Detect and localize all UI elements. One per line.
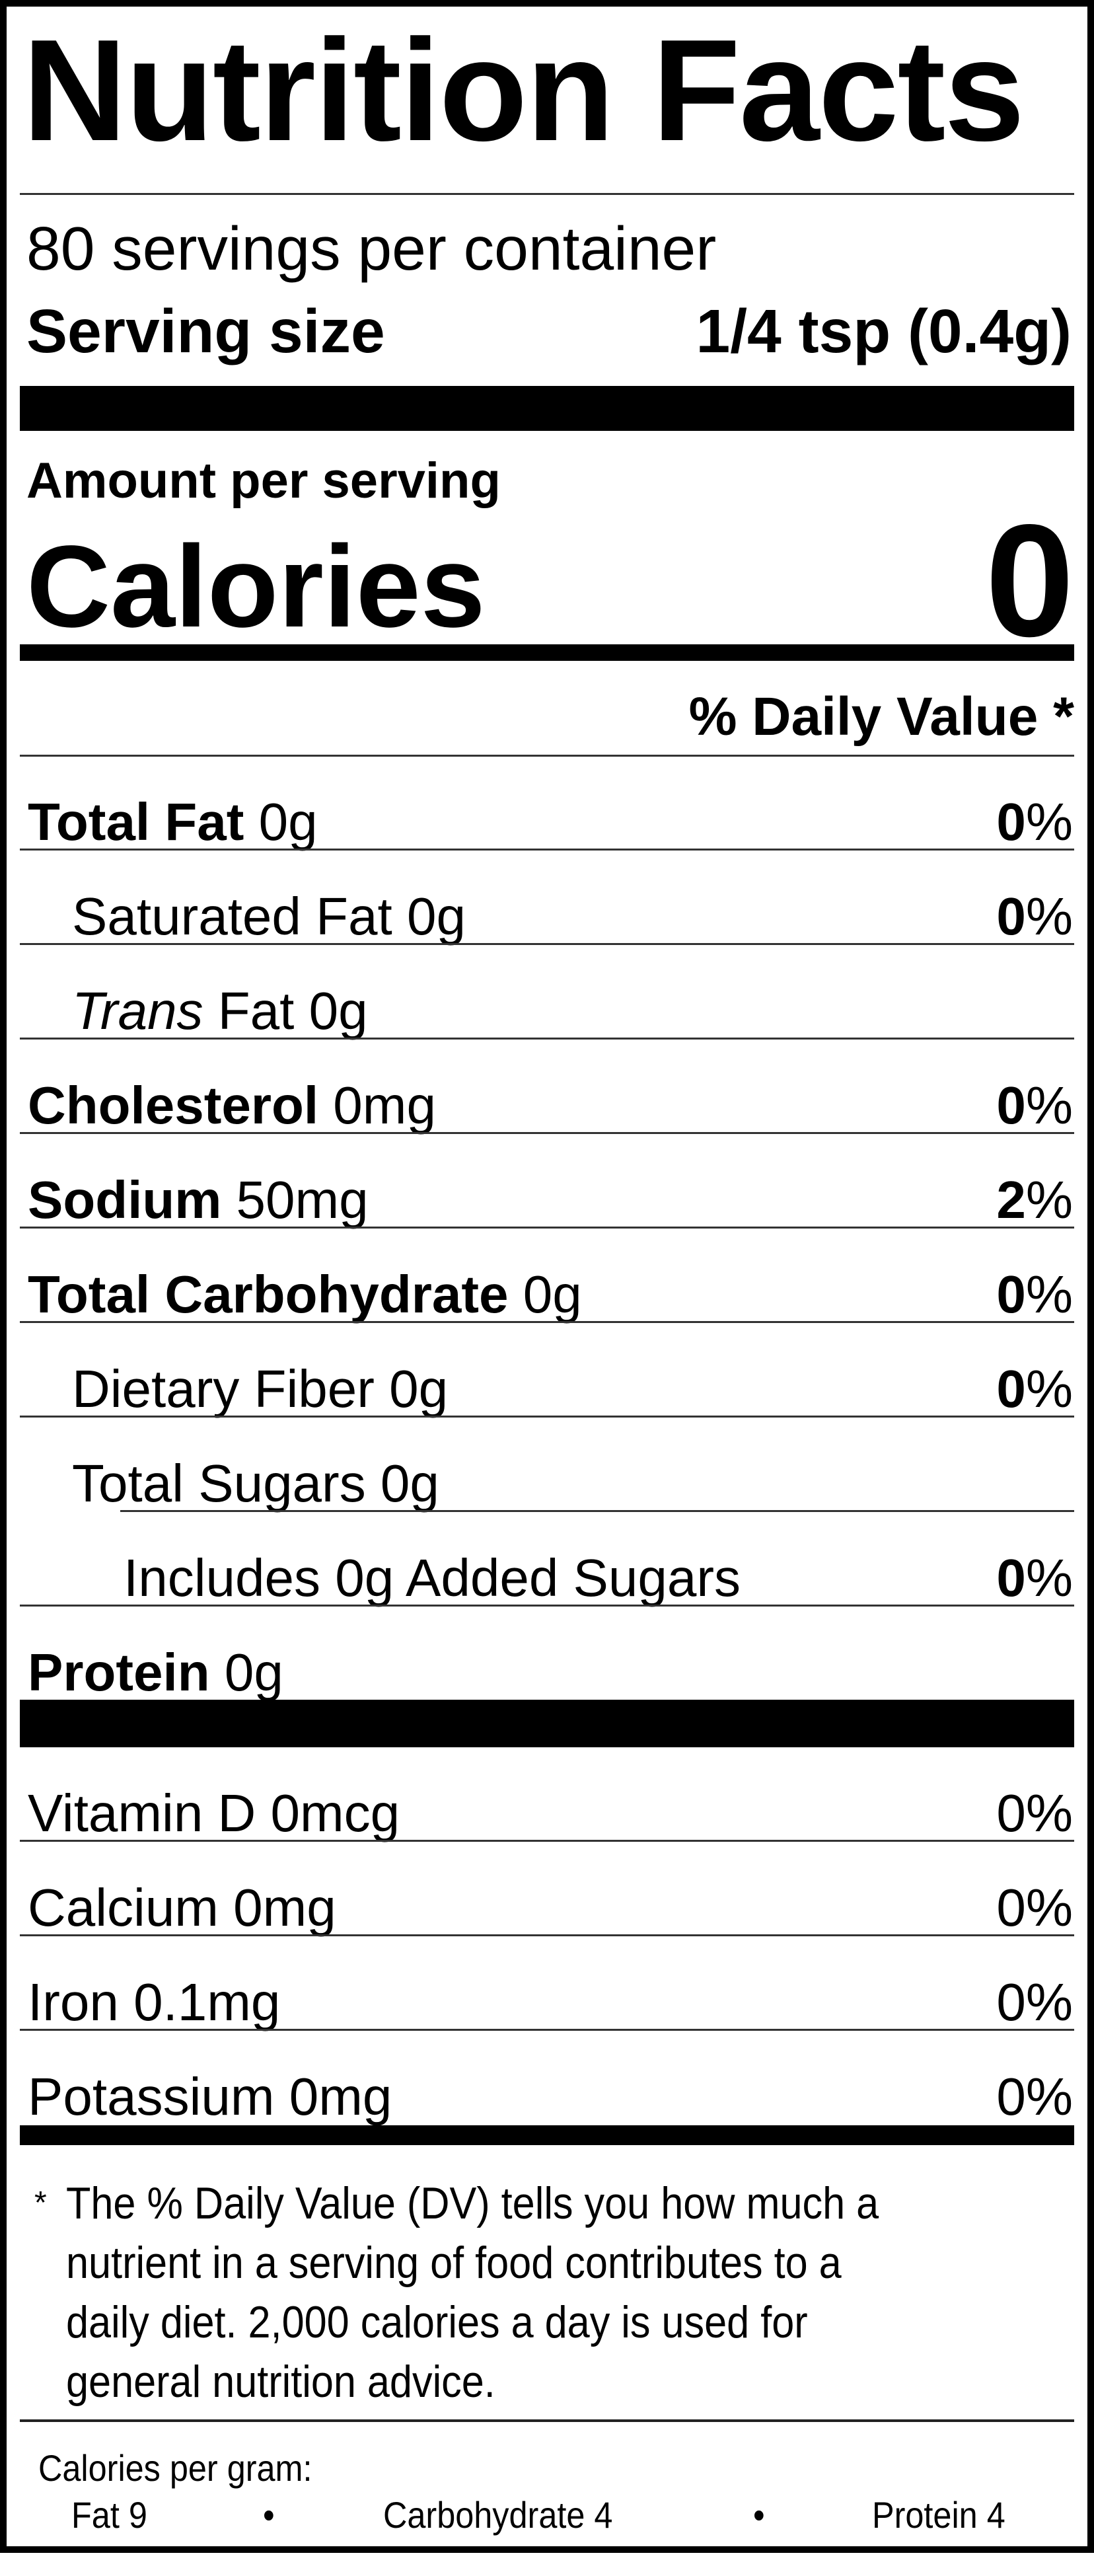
nutrient-dv: 0 [996,1076,1026,1135]
nutrient-row-total-carbohydrate: Total Carbohydrate 0g 0% [20,1229,1074,1323]
nutrient-row-cholesterol: Cholesterol 0mg 0% [20,1040,1074,1134]
vitamin-name: Vitamin D 0mcg [28,1784,400,1842]
percent-sign: % [1025,887,1073,946]
vitamin-dv: 0% [996,1878,1073,1937]
nutrient-name: Cholesterol [28,1076,319,1135]
vitamin-dv: 0% [996,1784,1073,1842]
nutrient-amount: 50mg [221,1170,369,1229]
percent-sign: % [1025,792,1073,851]
nutrient-row-protein: Protein 0g [20,1607,1074,1701]
nutrient-row-saturated-fat: Saturated Fat 0g 0% [20,851,1074,945]
row-divider [20,1132,1074,1134]
nutrient-name: Trans [72,981,203,1040]
divider-thick [20,1700,1074,1747]
label-title: Nutrition Facts [22,10,1025,171]
nutrient-row-trans-fat: Trans Fat 0g [20,945,1074,1040]
serving-size-value: 1/4 tsp (0.4g) [696,297,1072,365]
nutrient-dv: 0 [996,792,1026,851]
calories-per-gram-carbohydrate: Carbohydrate 4 [383,2494,613,2536]
bullet-separator: • [263,2494,275,2536]
percent-sign: % [1025,1076,1073,1135]
divider-medium [20,2125,1074,2145]
serving-size-label: Serving size [26,297,385,365]
nutrient-name: Protein [28,1643,210,1702]
bullet-separator: • [753,2494,765,2536]
nutrient-row-added-sugars: Includes 0g Added Sugars 0% [20,1512,1074,1607]
calories-per-gram-protein: Protein 4 [872,2494,1005,2536]
nutrient-dv: 0 [996,1265,1026,1324]
row-divider [20,1934,1074,1936]
nutrient-name: Total Sugars 0g [72,1454,439,1513]
nutrient-dv: 0 [996,1548,1026,1607]
nutrient-dv: 0 [996,1359,1026,1418]
percent-sign: % [1025,1265,1073,1324]
vitamin-name: Iron 0.1mg [28,1973,281,2031]
nutrient-row-sodium: Sodium 50mg 2% [20,1134,1074,1229]
nutrient-name: Saturated Fat 0g [72,887,466,946]
vitamin-row-calcium: Calcium 0mg 0% [20,1842,1074,1936]
row-divider [20,1227,1074,1229]
vitamin-row-potassium: Potassium 0mg 0% [20,2031,1074,2125]
vitamin-dv: 0% [996,2067,1073,2126]
footnote-line: nutrient in a serving of food contribute… [66,2238,842,2288]
row-divider [20,2029,1074,2031]
nutrient-amount: 0mg [318,1076,436,1135]
nutrient-amount: Fat 0g [203,981,368,1040]
footnote-line: daily diet. 2,000 calories a day is used… [66,2297,808,2347]
nutrient-name: Includes 0g Added Sugars [124,1548,741,1607]
amount-per-serving: Amount per serving [26,453,501,509]
calories-value: 0 [985,492,1074,670]
divider-thick [20,386,1074,431]
percent-sign: % [1025,1170,1073,1229]
nutrient-dv: 2 [996,1170,1026,1229]
vitamin-row-vitamin-d: Vitamin D 0mcg 0% [20,1747,1074,1842]
footnote-line: general nutrition advice. [66,2357,495,2407]
footnote-asterisk: * [34,2185,47,2220]
divider-thin [20,2419,1074,2422]
row-divider [20,1321,1074,1323]
vitamin-name: Potassium 0mg [28,2067,392,2126]
row-divider [120,1510,1074,1512]
row-divider [20,1840,1074,1842]
nutrient-amount: 0g [209,1643,283,1702]
percent-sign: % [1025,1548,1073,1607]
nutrient-row-dietary-fiber: Dietary Fiber 0g 0% [20,1323,1074,1418]
percent-sign: % [1025,1359,1073,1418]
row-divider [20,1605,1074,1607]
nutrient-amount: 0g [244,792,318,851]
divider-thin [20,193,1074,195]
calories-per-gram-heading: Calories per gram: [38,2447,312,2489]
nutrient-name: Dietary Fiber 0g [72,1359,449,1418]
vitamin-row-iron: Iron 0.1mg 0% [20,1936,1074,2031]
calories-label: Calories [26,522,486,652]
row-divider [20,849,1074,851]
row-divider [20,1038,1074,1040]
row-divider [20,1416,1074,1418]
nutrient-name: Sodium [28,1170,222,1229]
daily-value-header: % Daily Value * [688,687,1074,747]
vitamin-dv: 0% [996,1973,1073,2031]
nutrient-dv: 0 [996,887,1026,946]
nutrient-row-total-fat: Total Fat 0g 0% [20,756,1074,851]
divider-thin [20,755,1074,757]
nutrient-name: Total Carbohydrate [28,1265,509,1324]
nutrient-amount: 0g [508,1265,582,1324]
vitamin-name: Calcium 0mg [28,1878,336,1937]
divider-medium [20,644,1074,661]
footnote-line: The % Daily Value (DV) tells you how muc… [66,2178,879,2228]
servings-per-container: 80 servings per container [26,214,717,283]
nutrient-row-total-sugars: Total Sugars 0g [20,1418,1074,1512]
calories-per-gram-fat: Fat 9 [71,2494,147,2536]
row-divider [20,943,1074,945]
nutrient-name: Total Fat [28,792,244,851]
